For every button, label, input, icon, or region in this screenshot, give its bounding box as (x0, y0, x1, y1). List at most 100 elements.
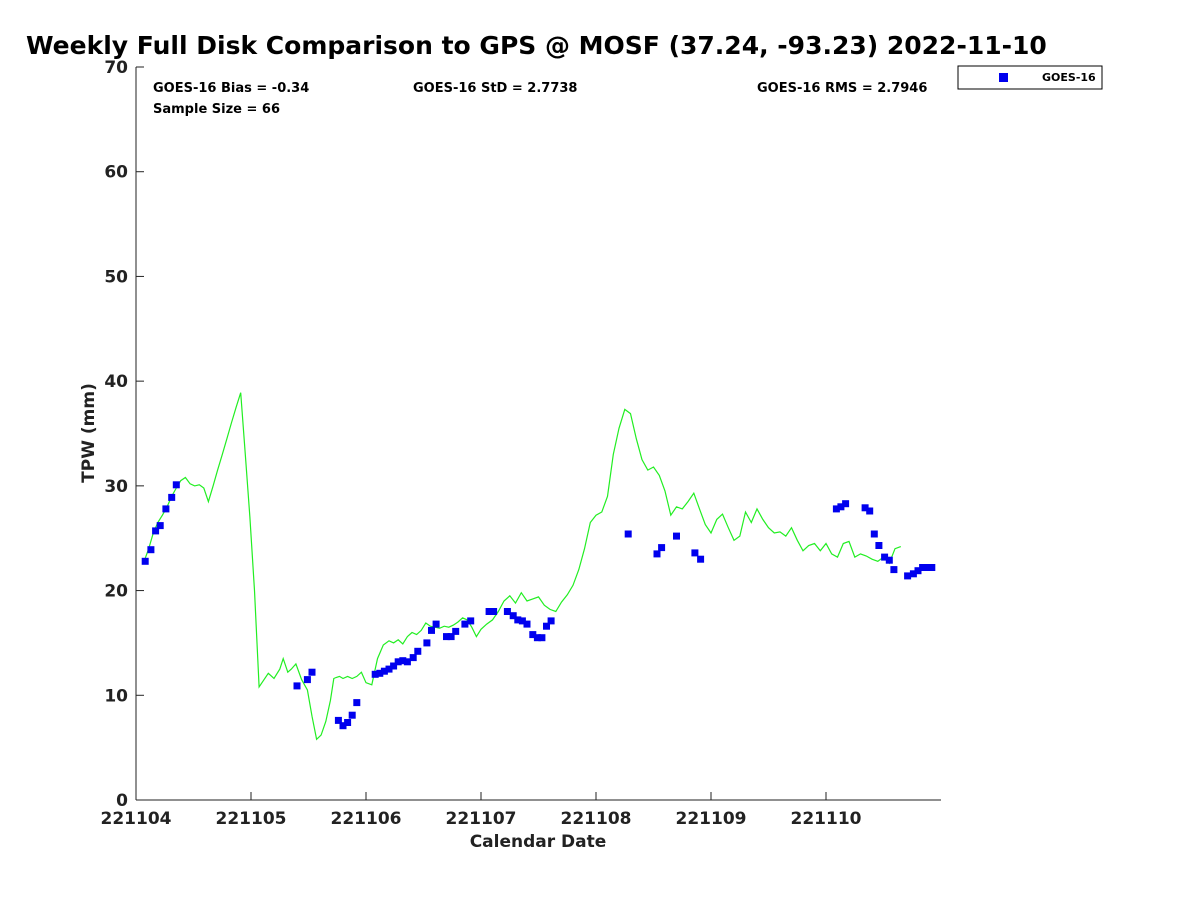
goes16-point (399, 657, 407, 665)
goes16-point (509, 612, 517, 620)
legend-box (957, 65, 1103, 90)
goes16-point (303, 676, 311, 684)
goes16-point (538, 634, 546, 642)
goes16-series (141, 481, 936, 730)
goes16-point (447, 633, 455, 641)
goes16-point (414, 647, 422, 655)
goes16-point (529, 631, 537, 639)
legend-goes16-label: GOES-16 (1042, 71, 1096, 84)
goes16-point (909, 570, 917, 578)
gps-series (143, 392, 902, 741)
goes16-point (432, 620, 440, 628)
goes16-point (390, 662, 398, 670)
goes16-point (842, 500, 850, 508)
goes16-point (866, 507, 874, 515)
y-tick-label: 10 (104, 686, 128, 706)
goes16-point (547, 617, 555, 625)
y-tick-label: 30 (104, 477, 128, 497)
plot-frame (136, 67, 941, 800)
goes16-point (428, 626, 435, 634)
x-tick-label: 221107 (446, 809, 517, 829)
goes16-point (624, 530, 632, 538)
goes16-point (881, 553, 889, 561)
goes16-point (308, 668, 316, 676)
goes16-point (147, 546, 155, 554)
goes16-point (885, 556, 893, 564)
goes16-point (172, 481, 180, 489)
goes16-point (543, 622, 550, 630)
goes16-point (380, 667, 388, 675)
goes16-point (923, 564, 931, 571)
goes16-point (423, 639, 431, 647)
rms-stat: GOES-16 RMS = 2.7946 (757, 81, 927, 96)
goes16-point (890, 566, 898, 574)
goes16-point (658, 544, 666, 552)
goes16-point (533, 634, 541, 642)
goes16-point (914, 567, 922, 575)
goes16-point (523, 620, 531, 628)
goes16-point (514, 616, 522, 624)
goes16-point (904, 572, 912, 580)
goes16-point (452, 627, 460, 635)
goes16-point (344, 719, 352, 726)
x-tick-label: 221110 (791, 809, 862, 829)
y-tick-label: 20 (104, 582, 128, 602)
goes16-point (919, 564, 927, 571)
goes16-point (385, 665, 393, 673)
x-tick-label: 221109 (676, 809, 747, 829)
x-axis-label: Calendar Date (470, 832, 607, 852)
y-tick-label: 60 (104, 163, 128, 183)
axes: 0 10 20 30 40 50 60 70 221104 221105 221106 221107 2… (101, 58, 941, 829)
y-tick-label: 0 (116, 791, 128, 811)
goes16-point (156, 522, 164, 530)
chart-title: Weekly Full Disk Comparison to GPS @ MOS… (26, 31, 1047, 60)
legend: GOES-16 (957, 65, 1103, 90)
goes16-point (403, 658, 411, 666)
bias-stat: GOES-16 Bias = -0.34 (153, 81, 309, 96)
goes16-point (870, 530, 878, 538)
x-tick-label: 221105 (216, 809, 287, 829)
goes16-point (141, 557, 149, 565)
goes16-point (409, 654, 417, 662)
goes16-point (394, 658, 402, 666)
goes16-point (461, 620, 469, 628)
plot-area (136, 67, 941, 800)
goes16-point (467, 617, 475, 625)
y-tick-label: 70 (104, 58, 128, 78)
goes16-point (348, 711, 356, 719)
goes16-point (861, 504, 869, 512)
goes16-point (353, 699, 361, 707)
y-axis-label: TPW (mm) (79, 383, 99, 483)
y-tick-label: 50 (104, 267, 128, 287)
goes16-point (503, 608, 511, 615)
goes16-point (168, 493, 176, 501)
goes16-point (518, 617, 526, 625)
gps-line (143, 392, 902, 741)
goes16-point (339, 722, 347, 730)
goes16-point (653, 550, 661, 558)
y-tick-label: 40 (104, 372, 128, 392)
goes16-point (697, 555, 705, 563)
goes16-point (371, 670, 379, 678)
goes16-point (691, 549, 699, 557)
goes16-point (832, 505, 840, 513)
goes16-point (875, 542, 883, 549)
goes16-point (334, 716, 342, 724)
std-stat: GOES-16 StD = 2.7738 (413, 81, 577, 96)
x-tick-label: 221106 (331, 809, 402, 829)
goes16-point (837, 503, 845, 511)
goes16-point (928, 564, 936, 571)
goes16-point (673, 532, 680, 540)
legend-goes16-marker (999, 73, 1008, 82)
goes16-point (293, 682, 301, 690)
goes16-point (162, 505, 170, 513)
goes16-point (485, 608, 493, 615)
x-tick-label: 221108 (561, 809, 632, 829)
goes16-point (376, 669, 384, 677)
goes16-point (443, 633, 450, 641)
goes16-point (152, 527, 160, 535)
x-tick-label: 221104 (101, 809, 172, 829)
goes16-point (490, 608, 498, 615)
sample-size-stat: Sample Size = 66 (153, 102, 280, 117)
